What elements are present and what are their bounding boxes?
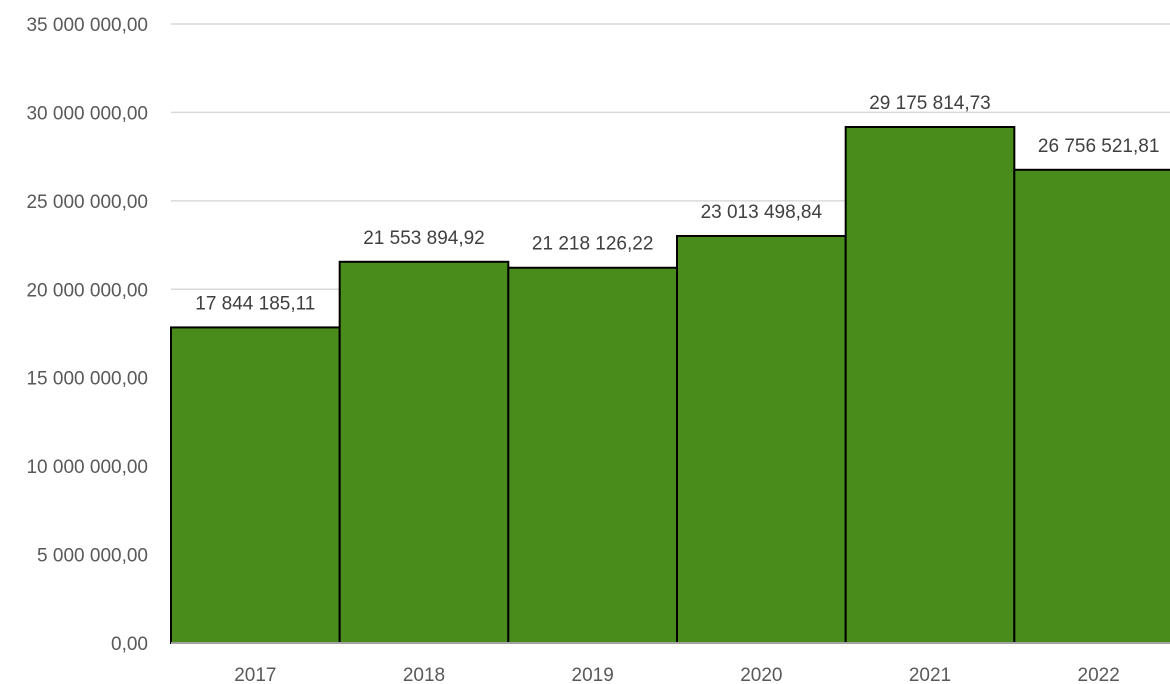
data-label: 23 013 498,84 (701, 202, 823, 223)
bar-2020 (676, 234, 847, 644)
y-tick-label: 0,00 (111, 634, 148, 655)
y-tick-label: 15 000 000,00 (26, 369, 148, 390)
y-axis-tick-labels: 0,00 5 000 000,00 10 000 000,00 15 000 000,… (26, 15, 148, 655)
bars (170, 126, 1170, 644)
bar-2017 (170, 326, 341, 644)
bar-2018 (338, 260, 510, 644)
data-labels: 17 844 185,11 21 553 894,92 21 218 126,22 2… (195, 93, 1159, 314)
x-tick-label: 2019 (572, 665, 614, 684)
y-tick-label: 25 000 000,00 (26, 192, 148, 213)
x-tick-label: 2022 (1078, 665, 1120, 684)
y-tick-label: 5 000 000,00 (37, 546, 148, 567)
bar-2022 (1013, 168, 1170, 644)
y-tick-label: 20 000 000,00 (26, 280, 148, 301)
y-tick-label: 35 000 000,00 (26, 15, 148, 36)
data-label: 21 218 126,22 (532, 234, 654, 255)
data-label: 21 553 894,92 (363, 228, 485, 249)
bar-2021 (844, 126, 1016, 644)
bar-2019 (507, 266, 679, 644)
x-tick-label: 2020 (740, 665, 782, 684)
data-label: 29 175 814,73 (869, 93, 991, 114)
y-tick-label: 10 000 000,00 (26, 457, 148, 478)
y-tick-label: 30 000 000,00 (26, 103, 148, 124)
data-label: 26 756 521,81 (1038, 136, 1160, 157)
x-axis-category-labels: 2017 2018 2019 2020 2021 2022 (234, 665, 1120, 684)
x-tick-label: 2021 (909, 665, 951, 684)
data-label: 17 844 185,11 (195, 293, 315, 314)
x-tick-label: 2018 (403, 665, 445, 684)
x-tick-label: 2017 (234, 665, 276, 684)
